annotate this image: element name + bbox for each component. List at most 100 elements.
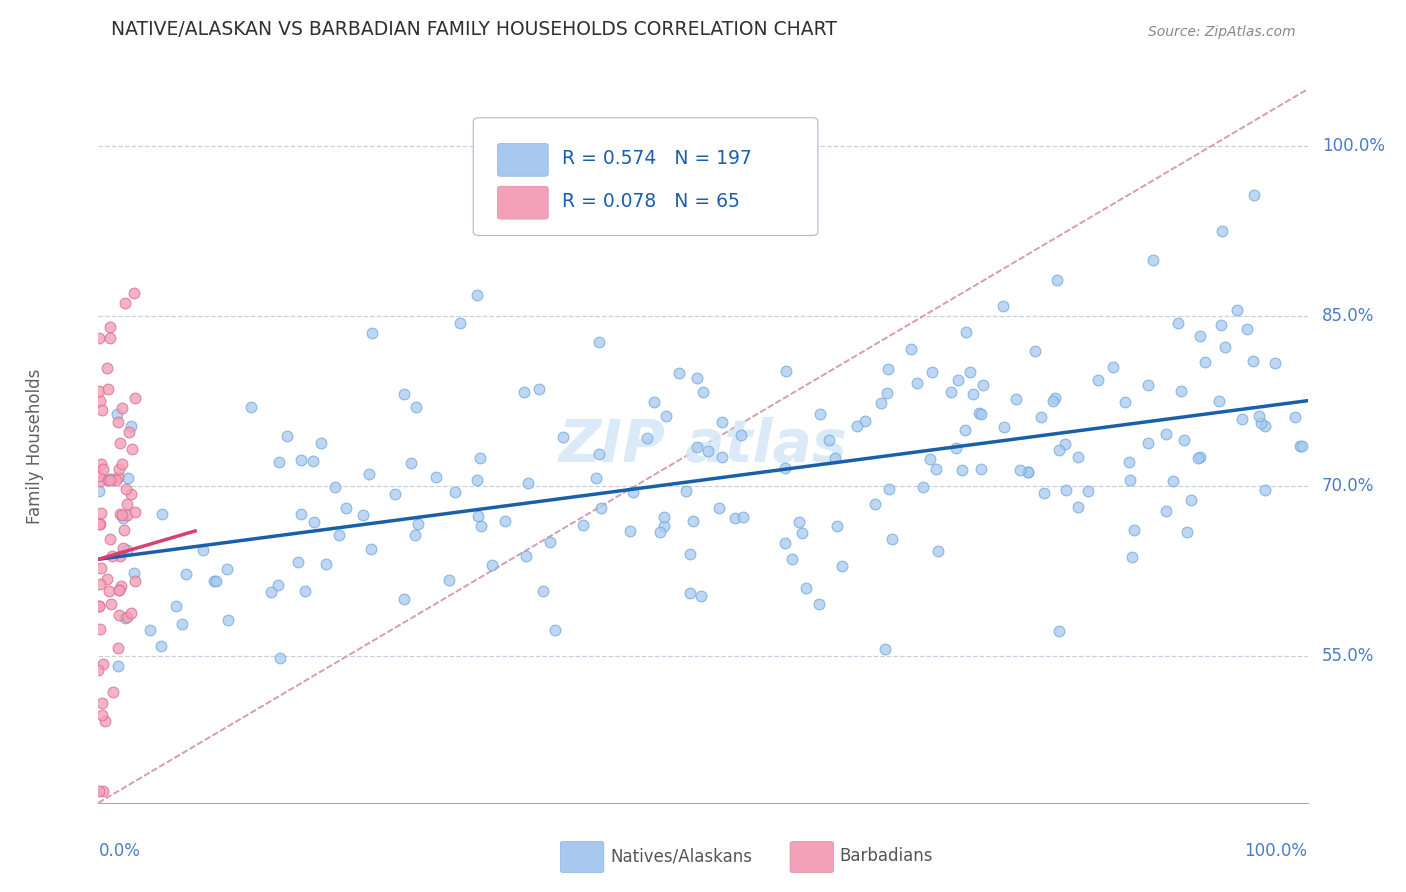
Point: [1136, 378, 1159, 392]
Text: 0.0%: 0.0%: [98, 842, 141, 860]
Point: [1043, 391, 1066, 405]
Point: [585, 471, 607, 485]
Point: [1119, 473, 1142, 487]
Point: [309, 436, 332, 450]
Point: [1187, 450, 1209, 465]
Point: [107, 582, 129, 597]
Point: [290, 453, 312, 467]
Point: [449, 316, 471, 330]
Point: [100, 597, 122, 611]
Point: [1211, 224, 1233, 238]
Point: [107, 416, 129, 430]
Point: [1241, 353, 1264, 368]
Point: [1054, 437, 1077, 451]
Point: [912, 480, 935, 494]
Point: [465, 473, 488, 487]
Point: [1042, 393, 1064, 408]
Point: [955, 423, 977, 437]
Point: [120, 606, 142, 620]
Point: [1046, 272, 1069, 286]
Point: [302, 515, 325, 529]
Point: [1289, 439, 1312, 453]
Point: [96, 572, 118, 586]
Point: [107, 582, 129, 597]
Point: [941, 385, 963, 400]
Point: [115, 543, 138, 558]
Point: [927, 544, 949, 558]
Point: [1230, 412, 1253, 426]
Point: [90, 403, 112, 417]
Point: [993, 420, 1015, 434]
Point: [824, 451, 846, 466]
Point: [89, 331, 111, 345]
Point: [91, 696, 114, 710]
Point: [107, 640, 129, 655]
Point: [1247, 409, 1270, 424]
Point: [1017, 465, 1039, 479]
Point: [1029, 410, 1052, 425]
Point: [948, 373, 970, 387]
Point: [217, 562, 239, 576]
Point: [89, 393, 111, 408]
Point: [89, 599, 111, 613]
Point: [711, 450, 734, 464]
Point: [98, 584, 121, 599]
Point: [294, 584, 316, 599]
Point: [918, 452, 941, 467]
Point: [191, 542, 214, 557]
Point: [361, 326, 384, 340]
Point: [682, 514, 704, 528]
Point: [98, 331, 121, 345]
Point: [276, 429, 298, 443]
Point: [150, 507, 173, 521]
Point: [97, 472, 120, 486]
Point: [991, 299, 1014, 313]
Point: [392, 591, 415, 606]
Point: [512, 385, 534, 400]
Point: [962, 387, 984, 401]
Point: [90, 506, 112, 520]
Point: [1087, 373, 1109, 387]
Point: [124, 574, 146, 589]
Point: [115, 609, 138, 624]
Point: [89, 599, 111, 614]
Point: [1077, 483, 1099, 498]
Point: [360, 541, 382, 556]
Point: [260, 584, 283, 599]
Point: [724, 511, 747, 525]
Text: 70.0%: 70.0%: [1322, 476, 1375, 495]
Point: [269, 455, 291, 469]
Point: [1173, 433, 1195, 447]
Point: [139, 623, 162, 637]
Point: [100, 472, 122, 486]
Point: [328, 528, 350, 542]
Point: [96, 473, 118, 487]
Point: [91, 657, 114, 671]
Point: [87, 484, 110, 499]
Point: [551, 430, 574, 444]
Point: [1121, 550, 1143, 565]
Point: [970, 462, 993, 476]
Point: [619, 524, 641, 539]
Point: [679, 547, 702, 561]
Text: Barbadians: Barbadians: [839, 847, 934, 865]
Text: 55.0%: 55.0%: [1322, 647, 1375, 665]
Point: [652, 518, 675, 533]
Point: [1114, 395, 1136, 409]
Point: [118, 425, 141, 440]
Point: [120, 487, 142, 501]
Point: [711, 415, 734, 429]
Point: [972, 378, 994, 392]
Point: [425, 469, 447, 483]
FancyBboxPatch shape: [561, 841, 603, 872]
Point: [239, 400, 262, 414]
Point: [90, 457, 112, 471]
Point: [1142, 253, 1164, 268]
Point: [494, 514, 516, 528]
Point: [384, 486, 406, 500]
Point: [115, 508, 138, 523]
Point: [707, 501, 730, 516]
Point: [679, 586, 702, 600]
Point: [967, 406, 990, 420]
Point: [853, 414, 876, 428]
